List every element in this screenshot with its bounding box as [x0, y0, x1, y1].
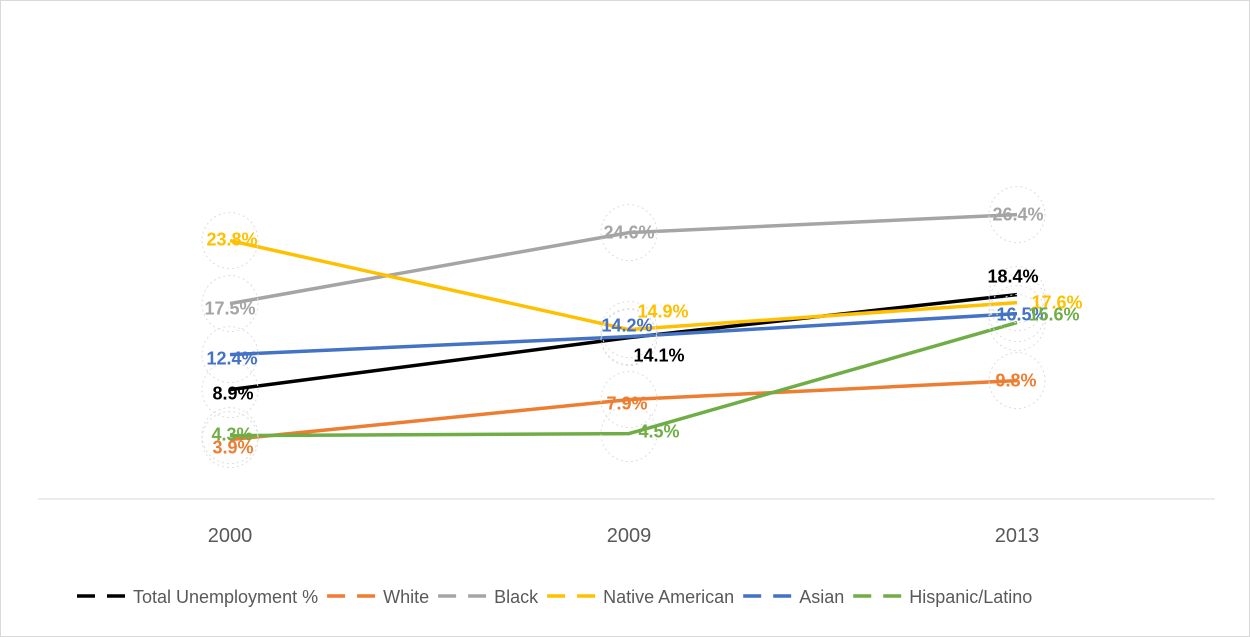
- data-label-white-2009: 7.9%: [606, 394, 647, 414]
- x-tick-2009: 2009: [607, 525, 652, 547]
- legend-label-white: White: [383, 587, 429, 607]
- point-white-2000: [201, 411, 259, 469]
- point-black-2013: [988, 186, 1046, 244]
- legend-label-asian: Asian: [799, 587, 844, 607]
- point-native-american-2009: [600, 301, 658, 359]
- data-label-black-2013: 26.4%: [992, 205, 1043, 225]
- data-label-black-2000: 17.5%: [204, 299, 255, 319]
- point-white-2009: [600, 371, 658, 429]
- x-axis-ticks: 2000 2009 2013: [208, 525, 1040, 547]
- x-tick-2013: 2013: [995, 525, 1040, 547]
- data-label-hispanic-latino-2009: 4.5%: [638, 422, 679, 442]
- point-hispanic-latino-2013: [988, 294, 1046, 352]
- data-label-asian-2013: 16.5%: [996, 305, 1047, 325]
- legend-label-black: Black: [494, 587, 539, 607]
- data-label-asian-2009: 14.2%: [601, 316, 652, 336]
- legend-label-total-unemployment: Total Unemployment %: [133, 587, 318, 607]
- series-line-asian: [229, 311, 1018, 357]
- data-label-native-american-2000: 23.8%: [206, 230, 257, 250]
- series-line-white: [229, 378, 1018, 442]
- x-tick-2000: 2000: [208, 525, 253, 547]
- legend-label-native-american: Native American: [603, 587, 734, 607]
- point-hispanic-latino-2009: [600, 405, 658, 463]
- legend-label-hispanic-latino: Hispanic/Latino: [909, 587, 1032, 607]
- point-black-2000: [201, 275, 259, 333]
- data-label-asian-2000: 12.4%: [206, 349, 257, 369]
- marker-halos: [201, 186, 1046, 469]
- point-asian-2000: [201, 326, 259, 384]
- point-native-american-2000: [201, 212, 259, 270]
- point-black-2009: [600, 204, 658, 262]
- data-label-total-unemployment-2013: 18.4%: [987, 267, 1038, 287]
- data-label-native-american-2013: 17.6%: [1031, 293, 1082, 313]
- point-native-american-2013: [988, 274, 1046, 332]
- data-label-white-2000: 3.9%: [212, 438, 253, 458]
- point-asian-2013: [988, 285, 1046, 343]
- series-lines: [229, 212, 1018, 442]
- series-line-black: [229, 212, 1018, 306]
- point-total-unemployment-2013: [988, 266, 1046, 324]
- data-label-total-unemployment-2000: 8.9%: [212, 384, 253, 404]
- data-label-hispanic-latino-2000: 4.3%: [211, 425, 252, 445]
- series-line-native-american: [229, 238, 1018, 332]
- data-label-black-2009: 24.6%: [603, 223, 654, 243]
- point-white-2013: [988, 352, 1046, 410]
- series-line-hispanic-latino: [229, 320, 1018, 438]
- legend: Total Unemployment % White Black Native Ame…: [77, 587, 1032, 607]
- point-total-unemployment-2000: [201, 361, 259, 419]
- data-label-white-2013: 9.8%: [995, 371, 1036, 391]
- point-asian-2009: [600, 308, 658, 366]
- data-label-native-american-2009: 14.9%: [637, 302, 688, 322]
- data-labels: 8.9% 14.1% 18.4% 3.9% 7.9% 9.8% 17.5% 24.6% 26.4…: [204, 205, 1082, 458]
- data-label-hispanic-latino-2013: 15.6%: [1028, 305, 1079, 325]
- data-label-total-unemployment-2009: 14.1%: [633, 346, 684, 366]
- point-hispanic-latino-2000: [201, 407, 259, 465]
